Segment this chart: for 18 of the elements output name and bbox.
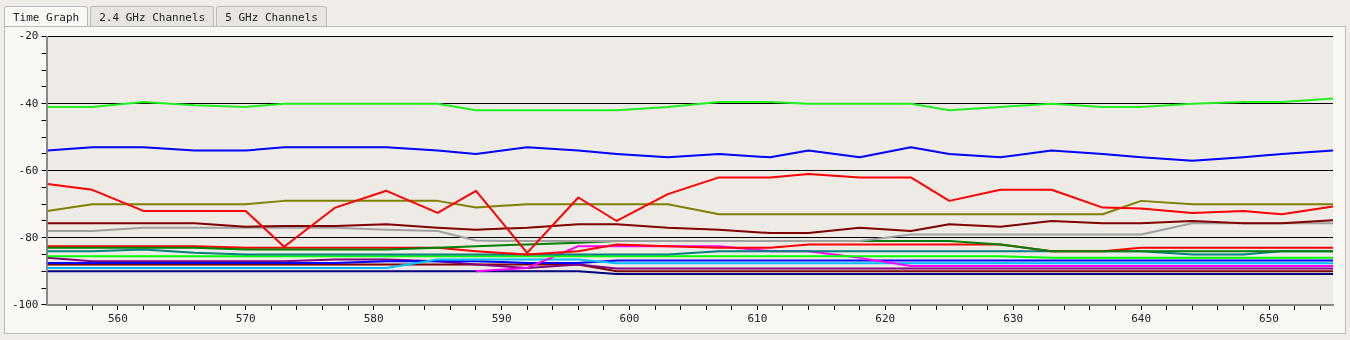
y-tick-label: -20 bbox=[18, 29, 39, 43]
x-tick-label: 610 bbox=[747, 312, 768, 326]
x-tick-label: 630 bbox=[1003, 312, 1024, 326]
text: 5 GHz Channels bbox=[216, 6, 327, 26]
x-tick-label: 570 bbox=[235, 312, 256, 326]
x-tick-label: 640 bbox=[1131, 312, 1152, 326]
x-tick-label: 620 bbox=[875, 312, 896, 326]
x-tick-label: 590 bbox=[491, 312, 512, 326]
text: Time Graph bbox=[4, 6, 89, 26]
x-tick-label: 650 bbox=[1259, 312, 1279, 326]
y-tick-label: -80 bbox=[18, 230, 39, 244]
x-tick-label: 600 bbox=[619, 312, 640, 326]
y-tick-label: -60 bbox=[18, 163, 39, 177]
x-tick-label: 580 bbox=[363, 312, 384, 326]
y-tick-label: -100 bbox=[11, 297, 39, 311]
x-tick-label: 560 bbox=[107, 312, 128, 326]
y-tick-label: -40 bbox=[18, 96, 39, 110]
text: 2.4 GHz Channels bbox=[90, 6, 215, 26]
